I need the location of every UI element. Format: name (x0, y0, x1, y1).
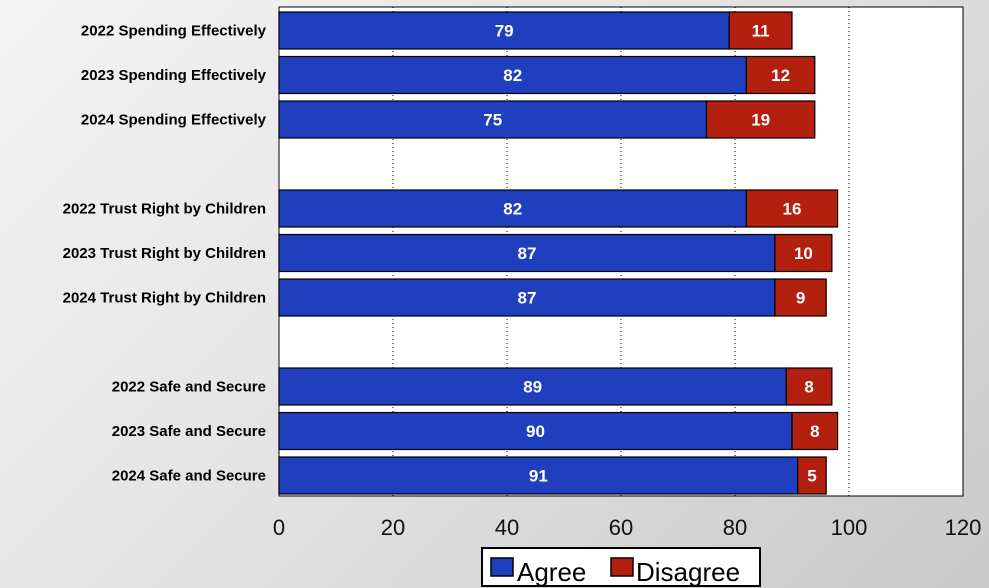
legend-label: Agree (517, 557, 586, 587)
bar-agree (278, 278, 776, 317)
legend-box (481, 547, 761, 587)
data-label: 79 (495, 22, 514, 41)
data-label: 12 (771, 66, 790, 85)
category-label: 2022 Safe and Secure (112, 379, 266, 396)
data-label: 9 (796, 289, 805, 308)
bar-agree (278, 367, 787, 406)
x-tick-label: 80 (723, 515, 747, 540)
x-axis-ticks: 0 20 40 60 80 100 120 (273, 515, 981, 540)
bar-agree (278, 456, 799, 495)
bars: 79 11 82 12 75 19 82 16 87 10 87 9 89 8 90 8 91 5 (278, 11, 839, 495)
bar-disagree (705, 100, 816, 139)
category-label: 2024 Spending Effectively (81, 112, 267, 129)
data-label: 91 (529, 467, 548, 486)
category-label: 2024 Trust Right by Children (63, 290, 266, 307)
data-label: 8 (804, 378, 813, 397)
legend-swatch (610, 557, 634, 577)
bar-disagree (791, 411, 839, 451)
x-tick-label: 60 (609, 515, 633, 540)
data-label: 10 (794, 244, 813, 263)
bar-agree (278, 233, 776, 273)
bar-agree (278, 11, 730, 50)
x-tick-label: 0 (273, 515, 285, 540)
data-label: 82 (503, 66, 522, 85)
data-label: 19 (751, 111, 770, 130)
data-label: 75 (483, 111, 502, 130)
data-label: 90 (526, 422, 545, 441)
data-label: 8 (810, 422, 819, 441)
data-label: 89 (523, 378, 542, 397)
data-label: 87 (517, 289, 536, 308)
category-label: 2023 Spending Effectively (81, 67, 267, 84)
category-labels: 2022 Spending Effectively 2023 Spending E… (63, 23, 267, 485)
data-label: 5 (807, 467, 816, 486)
x-tick-label: 120 (945, 515, 982, 540)
data-label: 87 (517, 244, 536, 263)
category-label: 2023 Trust Right by Children (63, 245, 266, 262)
legend-swatch (490, 557, 514, 577)
category-label: 2022 Spending Effectively (81, 23, 267, 40)
legend-label: Disagree (636, 557, 740, 587)
legend: Agree Disagree (481, 547, 761, 587)
bar-disagree (728, 11, 793, 50)
data-label: 16 (783, 200, 802, 219)
data-label: 11 (752, 22, 770, 41)
bar-disagree (785, 367, 833, 406)
bar-disagree (745, 55, 816, 95)
bar-disagree (774, 278, 827, 317)
bar-agree (278, 100, 708, 139)
x-tick-label: 20 (381, 515, 405, 540)
data-label: 82 (503, 200, 522, 219)
bar-agree (278, 189, 747, 228)
category-label: 2023 Safe and Secure (112, 423, 266, 440)
bar-disagree (745, 189, 839, 228)
x-tick-label: 100 (831, 515, 868, 540)
bar-disagree (797, 456, 827, 495)
x-tick-label: 40 (495, 515, 519, 540)
bar-disagree (774, 233, 833, 273)
category-label: 2022 Trust Right by Children (63, 201, 266, 218)
category-label: 2024 Safe and Secure (112, 468, 266, 485)
